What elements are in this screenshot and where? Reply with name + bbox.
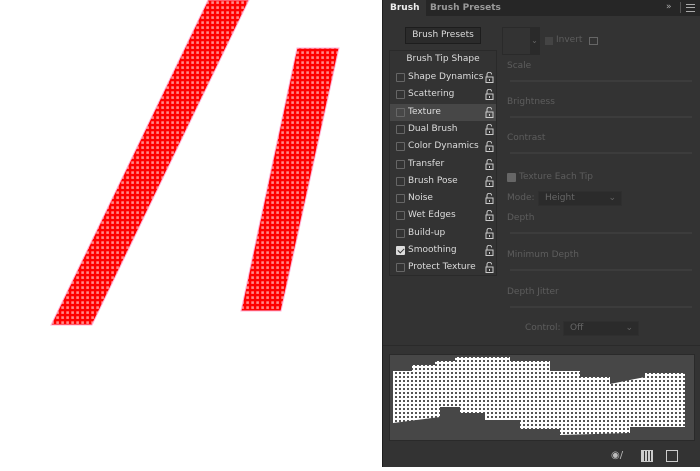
option-label: Texture [408, 106, 441, 117]
invert-checkbox[interactable] [545, 37, 553, 45]
texture-each-tip-checkbox[interactable] [507, 173, 516, 182]
brush-strokes [50, 0, 340, 326]
lock-icon[interactable] [485, 106, 494, 118]
control-value: Off [570, 323, 584, 333]
option-smoothing[interactable]: Smoothing [390, 242, 496, 259]
lock-icon[interactable] [485, 175, 494, 187]
preview-stroke [393, 357, 685, 435]
lock-icon[interactable] [485, 227, 494, 239]
option-checkbox[interactable] [396, 176, 405, 186]
brush-tip-shape[interactable]: Brush Tip Shape [406, 54, 480, 64]
brush-options-list: Brush Tip Shape Shape Dynamics Scattering… [389, 50, 497, 276]
divider [680, 2, 681, 13]
lock-icon[interactable] [485, 245, 494, 256]
option-noise[interactable]: Noise [390, 190, 496, 207]
mode-value: Height [545, 193, 575, 203]
brightness-label: Brightness [507, 97, 555, 107]
brush-stroke-1 [50, 0, 250, 326]
lock-icon[interactable] [485, 141, 494, 153]
brush-stroke-preview [389, 354, 695, 441]
brightness-slider[interactable] [510, 116, 692, 118]
brush-panel: Brush Brush Presets » Brush Presets Brus… [382, 0, 700, 467]
option-shape-dynamics[interactable]: Shape Dynamics [390, 69, 496, 86]
option-label: Brush Pose [408, 175, 458, 186]
option-checkbox[interactable] [396, 159, 405, 169]
tab-brush[interactable]: Brush [383, 0, 427, 16]
contrast-label: Contrast [507, 133, 546, 143]
contrast-slider[interactable] [510, 152, 692, 154]
option-label: Dual Brush [408, 123, 458, 134]
lock-icon[interactable] [485, 89, 494, 101]
option-transfer[interactable]: Transfer [390, 156, 496, 173]
option-protect-texture[interactable]: Protect Texture [390, 259, 496, 276]
option-label: Shape Dynamics [408, 72, 484, 82]
grid-preview-icon[interactable] [641, 450, 653, 462]
chevron-down-icon: ⌄ [608, 193, 616, 203]
mode-label: Mode: [507, 193, 535, 203]
tab-brush-presets[interactable]: Brush Presets [430, 3, 501, 13]
minimum-depth-label: Minimum Depth [507, 250, 579, 260]
lock-icon[interactable] [485, 193, 494, 205]
option-label: Noise [408, 193, 433, 204]
new-preset-icon[interactable] [589, 37, 598, 45]
option-label: Protect Texture [408, 262, 476, 273]
chevron-down-icon[interactable]: ⌄ [530, 28, 539, 54]
option-label: Build-up [408, 227, 446, 238]
minimum-depth-slider[interactable] [510, 269, 692, 271]
option-checkbox[interactable] [396, 246, 405, 255]
option-build-up[interactable]: Build-up [390, 225, 496, 242]
option-label: Transfer [408, 158, 445, 169]
option-checkbox[interactable] [396, 142, 405, 152]
lock-icon[interactable] [485, 158, 494, 170]
lock-icon[interactable] [485, 72, 494, 83]
option-checkbox[interactable] [396, 228, 405, 238]
scale-label: Scale [507, 61, 532, 71]
mode-dropdown[interactable]: Height ⌄ [538, 191, 622, 206]
brush-stroke-2 [240, 47, 340, 312]
option-checkbox[interactable] [396, 107, 405, 117]
collapse-icon[interactable]: » [666, 2, 672, 12]
option-checkbox[interactable] [396, 194, 405, 204]
option-checkbox[interactable] [396, 90, 405, 100]
option-label: Color Dynamics [408, 141, 479, 152]
option-label: Smoothing [408, 245, 457, 255]
divider [383, 345, 700, 346]
document-canvas[interactable] [0, 0, 382, 467]
tab-bar: Brush Brush Presets » [383, 0, 700, 16]
lock-icon[interactable] [485, 210, 494, 222]
chevron-down-icon: ⌄ [625, 323, 633, 333]
option-checkbox[interactable] [396, 211, 405, 221]
control-label: Control: [525, 323, 561, 333]
panel-menu-icon[interactable] [686, 4, 695, 12]
texture-pattern-picker[interactable]: ⌄ [502, 27, 540, 55]
option-texture[interactable]: Texture [390, 103, 496, 121]
option-color-dynamics[interactable]: Color Dynamics [390, 138, 496, 155]
option-label: Scattering [408, 89, 455, 100]
depth-jitter-slider[interactable] [510, 306, 692, 308]
option-dual-brush[interactable]: Dual Brush [390, 121, 496, 138]
option-wet-edges[interactable]: Wet Edges [390, 207, 496, 224]
texture-each-tip-label: Texture Each Tip [519, 172, 593, 182]
control-dropdown[interactable]: Off ⌄ [563, 321, 639, 336]
invert-label: Invert [556, 35, 583, 45]
option-brush-pose[interactable]: Brush Pose [390, 173, 496, 190]
lock-icon[interactable] [485, 123, 494, 135]
lock-icon[interactable] [485, 262, 494, 274]
option-scattering[interactable]: Scattering [390, 86, 496, 103]
depth-label: Depth [507, 213, 535, 223]
option-checkbox[interactable] [396, 263, 405, 273]
scale-slider[interactable] [510, 80, 692, 82]
new-brush-icon[interactable] [666, 450, 678, 462]
brush-presets-button[interactable]: Brush Presets [405, 27, 481, 44]
depth-jitter-label: Depth Jitter [507, 287, 559, 297]
option-checkbox[interactable] [396, 73, 405, 82]
option-label: Wet Edges [408, 210, 456, 221]
toggle-preview-icon[interactable]: ◉/ [611, 450, 624, 461]
option-checkbox[interactable] [396, 124, 405, 134]
depth-slider[interactable] [510, 232, 692, 234]
